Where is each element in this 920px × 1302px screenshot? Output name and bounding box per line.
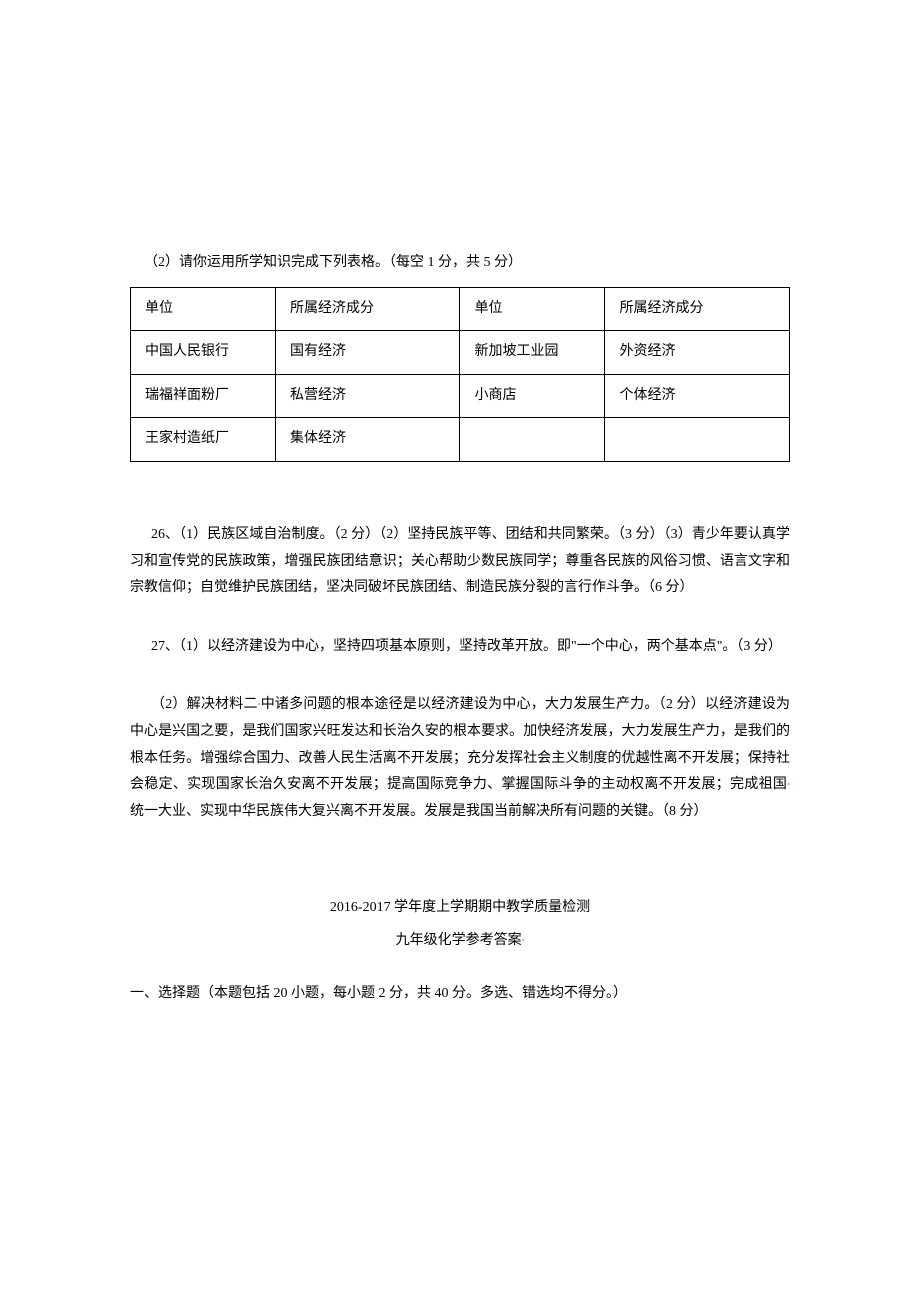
exam-heading: 2016-2017 学年度上学期期中教学质量检测	[130, 895, 790, 922]
table-row: 中国人民银行 国有经济 新加坡工业园 外资经济	[131, 331, 790, 375]
table-cell: 小商店	[460, 374, 605, 418]
section-one-label: 一、选择题（本题包括 20 小题，每小题 2 分，共 40 分。多选、错选均不得…	[130, 981, 790, 1008]
intro-paragraph: （2）请你运用所学知识完成下列表格。（每空 1 分，共 5 分）	[130, 250, 790, 277]
table-cell: 单位	[460, 287, 605, 331]
exam-subheading-text: 九年级化学参考答案	[396, 933, 522, 948]
table-cell: 中国人民银行	[131, 331, 276, 375]
table-row: 单位 所属经济成分 单位 所属经济成分	[131, 287, 790, 331]
table-cell: 新加坡工业园	[460, 331, 605, 375]
exam-subheading: 九年级化学参考答案•	[130, 928, 790, 955]
table-cell	[460, 418, 605, 462]
answer-27-2: （2）解决材料二•中诸多问题的根本途径是以经济建设为中心，大力发展生产力。（2 …	[130, 692, 790, 825]
table-cell: 所属经济成分	[605, 287, 790, 331]
economy-table: 单位 所属经济成分 单位 所属经济成分 中国人民银行 国有经济 新加坡工业园 外…	[130, 287, 790, 462]
marker-icon: •	[522, 936, 525, 945]
answer-27-1: 27、（1）以经济建设为中心，坚持四项基本原则，坚持改革开放。即"一个中心，两个…	[130, 634, 790, 661]
marker-icon: •	[787, 780, 790, 789]
table-cell: 单位	[131, 287, 276, 331]
answer-26: 26、（1）民族区域自治制度。（2 分）（2）坚持民族平等、团结和共同繁荣。（3…	[130, 522, 790, 602]
table-cell	[605, 418, 790, 462]
table-row: 王家村造纸厂 集体经济	[131, 418, 790, 462]
answer-27-2-part-a: （2）解决材料二	[151, 697, 258, 712]
table-cell: 外资经济	[605, 331, 790, 375]
table-row: 瑞福祥面粉厂 私营经济 小商店 个体经济	[131, 374, 790, 418]
table-cell: 集体经济	[275, 418, 460, 462]
answer-27-2-part-c: 统一大业、实现中华民族伟大复兴离不开发展。发展是我国当前解决所有问题的关键。（8…	[130, 804, 708, 819]
table-cell: 所属经济成分	[275, 287, 460, 331]
table-cell: 私营经济	[275, 374, 460, 418]
table-cell: 瑞福祥面粉厂	[131, 374, 276, 418]
table-cell: 个体经济	[605, 374, 790, 418]
table-cell: 国有经济	[275, 331, 460, 375]
table-cell: 王家村造纸厂	[131, 418, 276, 462]
